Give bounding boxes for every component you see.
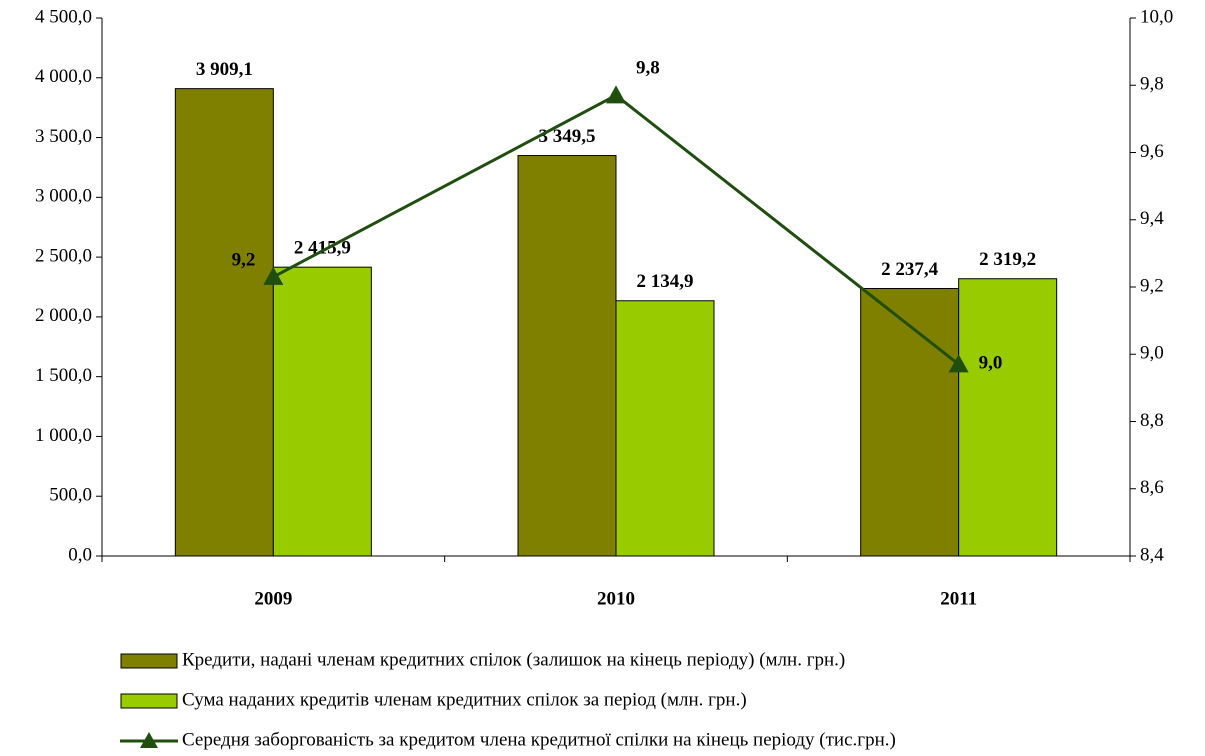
x-tick-label: 2011	[940, 588, 977, 609]
line-marker	[606, 85, 626, 104]
bar-value-label: 2 134,9	[637, 271, 694, 292]
bar-value-label: 3 909,1	[196, 59, 253, 80]
y-tick-label: 4 500,0	[35, 6, 92, 27]
bar-value-label: 2 319,2	[979, 249, 1036, 270]
y-tick-label: 2 000,0	[35, 305, 92, 326]
x-tick-label: 2010	[597, 588, 635, 609]
line-marker	[263, 266, 284, 285]
y2-tick-label: 8,8	[1140, 410, 1164, 431]
y2-tick-label: 9,2	[1140, 275, 1164, 296]
y2-tick-label: 9,0	[1140, 343, 1164, 364]
bar-value-label: 2 237,4	[881, 259, 939, 280]
bar	[174, 88, 274, 557]
y-tick-label: 4 000,0	[35, 66, 92, 87]
line-value-label: 9,2	[232, 249, 256, 270]
bar	[615, 300, 715, 557]
y2-tick-label: 10,0	[1140, 6, 1173, 27]
line-value-label: 9,0	[979, 353, 1003, 374]
legend-swatch	[120, 653, 178, 669]
y-tick-label: 1 500,0	[35, 365, 92, 386]
x-tick-label: 2009	[254, 588, 292, 609]
y2-tick-label: 9,8	[1140, 74, 1164, 95]
bar	[517, 155, 617, 557]
legend-label: Середня заборгованість за кредитом члена…	[182, 729, 896, 750]
y-tick-label: 3 500,0	[35, 126, 92, 147]
y-tick-label: 500,0	[49, 485, 92, 506]
line-marker	[948, 354, 969, 373]
bar	[272, 266, 372, 557]
bar	[860, 288, 960, 557]
bar-value-label: 3 349,5	[539, 126, 596, 147]
legend-label: Сума наданих кредитів членам кредитних с…	[182, 689, 747, 710]
bar	[958, 278, 1058, 557]
y-tick-label: 1 000,0	[35, 425, 92, 446]
y2-tick-label: 8,6	[1140, 477, 1164, 498]
y-tick-label: 0,0	[68, 544, 92, 565]
legend-swatch	[120, 693, 178, 709]
y2-tick-label: 9,4	[1140, 208, 1164, 229]
line-value-label: 9,8	[636, 58, 660, 79]
y2-tick-label: 8,4	[1140, 544, 1164, 565]
legend-marker	[140, 732, 158, 748]
legend-label: Кредити, надані членам кредитних спілок …	[182, 649, 845, 670]
y-tick-label: 2 500,0	[35, 245, 92, 266]
y-tick-label: 3 000,0	[35, 186, 92, 207]
y2-tick-label: 9,6	[1140, 141, 1164, 162]
